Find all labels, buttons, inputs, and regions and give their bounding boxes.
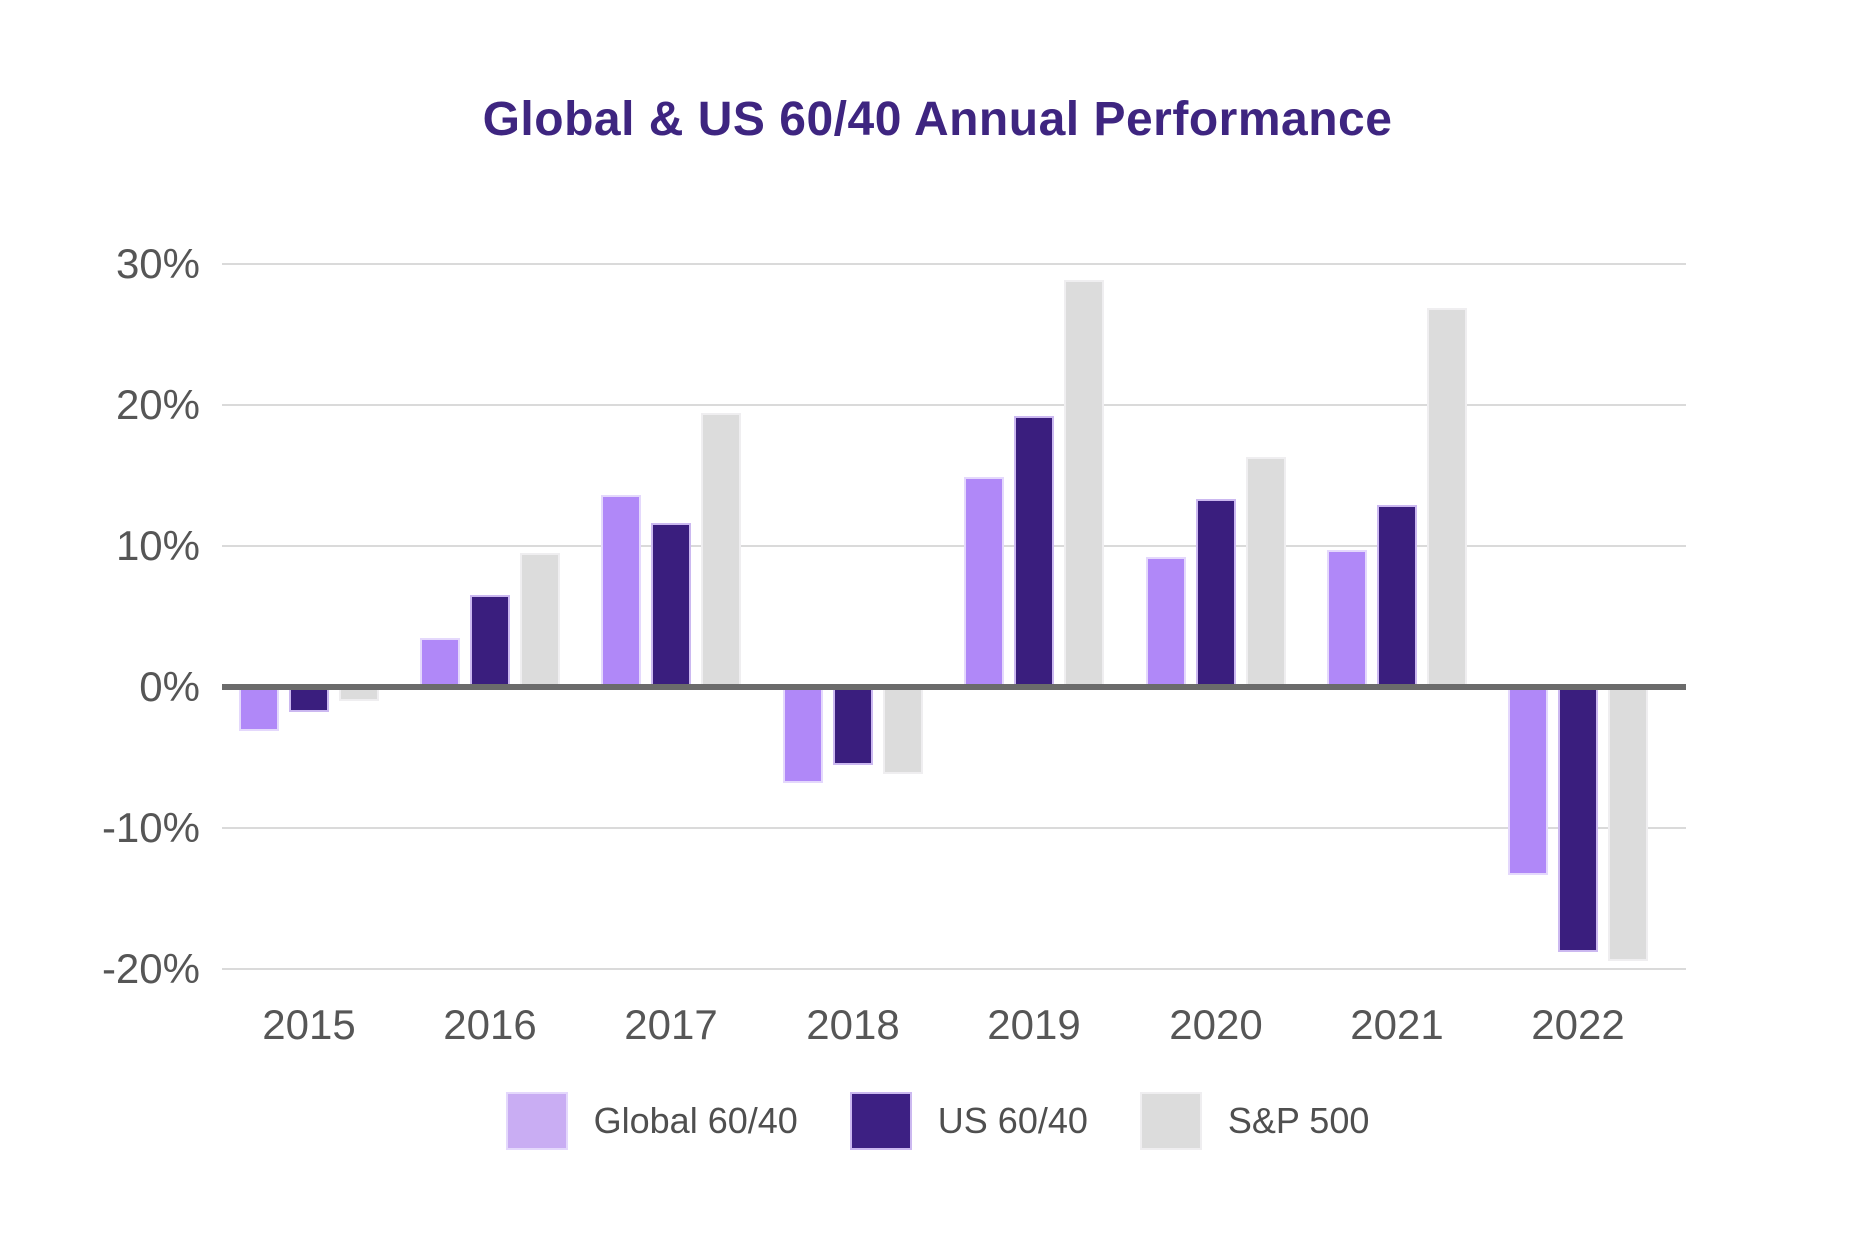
gridline--10 [222,827,1686,829]
bar-2021-global-60-40 [1327,550,1367,687]
legend-item-sp-500: S&P 500 [1139,1092,1370,1150]
x-label-2016: 2016 [443,1001,537,1048]
bar-2017-s-p-500 [701,413,741,687]
bar-2021-s-p-500 [1427,308,1467,687]
legend-label-global-60-40: Global 60/40 [593,1100,798,1141]
legend-swatch-global-60-40 [505,1092,568,1150]
bar-2020-global-60-40 [1146,557,1186,687]
gridline-20 [222,404,1686,406]
bar-2015-global-60-40 [239,687,279,731]
x-label-2019: 2019 [987,1001,1081,1048]
y-tick-label--20: -20% [101,945,200,992]
x-label-2020: 2020 [1169,1001,1263,1048]
bar-2018-global-60-40 [783,687,823,783]
y-tick-label-20: 20% [115,381,200,428]
gridline--20 [222,968,1686,970]
y-tick-label-0: 0% [139,663,200,710]
y-tick-label--10: -10% [101,804,200,851]
bar-2019-global-60-40 [964,477,1004,687]
bar-2018-us-60-40 [833,687,873,765]
bar-2017-us-60-40 [651,523,691,687]
bar-2021-us-60-40 [1377,505,1417,687]
bar-2018-s-p-500 [883,687,923,774]
bar-2022-us-60-40 [1558,687,1598,952]
legend-swatch-sp-500 [1139,1092,1202,1150]
y-tick-label-30: 30% [115,240,200,287]
bar-2019-us-60-40 [1014,416,1054,687]
legend-label-sp-500: S&P 500 [1227,1100,1370,1141]
legend: Global 60/40 US 60/40 S&P 500 [0,1092,1875,1150]
bar-2019-s-p-500 [1064,280,1104,687]
x-label-2017: 2017 [624,1001,718,1048]
bar-2017-global-60-40 [601,495,641,687]
bar-2016-s-p-500 [520,553,560,687]
gridline-10 [222,545,1686,547]
gridline-30 [222,263,1686,265]
x-label-2015: 2015 [262,1001,356,1048]
x-label-2018: 2018 [806,1001,900,1048]
legend-item-global-60-40: Global 60/40 [505,1092,798,1150]
bar-2015-us-60-40 [289,687,329,712]
legend-item-us-60-40: US 60/40 [849,1092,1088,1150]
x-label-2022: 2022 [1531,1001,1625,1048]
bar-2022-s-p-500 [1608,687,1648,961]
bar-2020-us-60-40 [1196,499,1236,687]
legend-swatch-us-60-40 [849,1092,912,1150]
zero-axis-line [222,684,1686,690]
y-tick-label-10: 10% [115,522,200,569]
bar-2016-global-60-40 [420,638,460,687]
bar-2020-s-p-500 [1246,457,1286,687]
bar-2022-global-60-40 [1508,687,1548,875]
x-label-2021: 2021 [1350,1001,1444,1048]
legend-label-us-60-40: US 60/40 [937,1100,1088,1141]
bar-2016-us-60-40 [470,595,510,687]
chart-title: Global & US 60/40 Annual Performance [482,93,1393,146]
